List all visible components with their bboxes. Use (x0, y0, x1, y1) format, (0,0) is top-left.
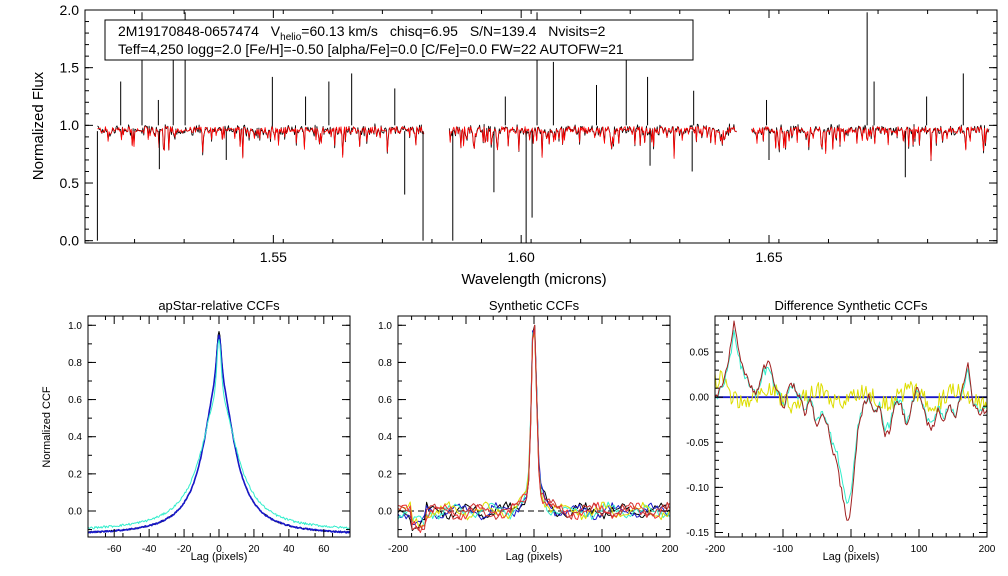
spectrum-frame (84, 9, 998, 244)
ccf3-xlabel: Lag (pixels) (823, 551, 880, 563)
ccf1-xtick-label: -20 (177, 544, 192, 555)
ccf2-ytick-label: 1.0 (378, 321, 392, 332)
ccf1-xtick-label: 20 (248, 544, 260, 555)
spectrum-xtick-label: 1.60 (508, 249, 535, 265)
ccf3-ytick-label: 0.00 (690, 393, 710, 404)
spectrum-model-chip-0 (97, 126, 425, 159)
info-sn: S/N=139.4 (470, 23, 537, 39)
info-box-line-2: Teff=4,250 logg=2.0 [Fe/H]=-0.50 [alpha/… (118, 41, 624, 57)
ccf1-xtick-label: 0 (216, 544, 222, 555)
spectrum-info-box: 2M19170848-0657474 Vhelio=60.13 km/s chi… (104, 19, 694, 61)
ccf3-title: Difference Synthetic CCFs (775, 298, 928, 313)
ccf2-title: Synthetic CCFs (489, 298, 580, 313)
ccf2-ytick-label: 0.8 (378, 358, 392, 369)
ccf1-xtick-label: 60 (318, 544, 330, 555)
ccf1-ticks: -60 -40 -20 0 20 40 60 0.0 0.2 0.4 0.6 0.8 1.0 (68, 316, 351, 555)
ccf2-series (397, 324, 670, 533)
ccf3-ytick-label: -0.10 (686, 483, 709, 494)
ccf2-ytick-label: 0.4 (378, 432, 392, 443)
ccf2-xtick-label: 100 (594, 544, 611, 555)
info-v-prefix: V (271, 23, 281, 39)
ccf2-xtick-label: -100 (456, 544, 476, 555)
ccf3-red-line (714, 320, 988, 521)
ccf2-xtick-label: 0 (531, 544, 537, 555)
ccf2-ytick-label: 0.6 (378, 395, 392, 406)
ccf1-ytick-label: 1.0 (68, 321, 82, 332)
ccf2-line-2 (397, 332, 670, 527)
ccf1-line-0 (87, 331, 351, 534)
spectrum-ytick-label: 2.0 (60, 2, 80, 18)
ccf3-yellow-line (714, 370, 988, 414)
spectrum-ylabel: Normalized Flux (30, 71, 47, 180)
ccf3-ytick-label: -0.05 (686, 438, 709, 449)
spectrum-ytick-label: 0.5 (60, 175, 80, 191)
ccf1-title: apStar-relative CCFs (158, 298, 280, 313)
spectrum-ytick-label: 0.0 (60, 233, 80, 249)
ccf1-xtick-label: 40 (283, 544, 295, 555)
ccf3-xtick-label: 200 (979, 544, 996, 555)
ccf1-xtick-label: -60 (107, 544, 122, 555)
spectrum-xtick-label: 1.55 (260, 249, 287, 265)
ccf3-xtick-label: -200 (705, 544, 725, 555)
spectrum-xlabel: Wavelength (microns) (461, 271, 606, 288)
ccf1-ylabel: Normalized CCF (41, 386, 53, 468)
info-box-frame (104, 19, 694, 61)
ccf3-xtick-label: 100 (911, 544, 928, 555)
ccf2-line-1 (397, 330, 670, 526)
ccf1-series (87, 331, 351, 534)
info-v-value: =60.13 km/s (301, 23, 378, 39)
ccf1-ytick-label: 0.8 (68, 358, 82, 369)
ccf3-ytick-label: -0.15 (686, 528, 709, 539)
spectrum-series (96, 12, 990, 243)
spectrum-model-chip-1 (448, 126, 737, 159)
ccf2-line-4 (397, 328, 670, 533)
ccf3-ticks: -200 -100 0 100 200 -0.15 -0.10 -0.05 0.00 0.05 (686, 315, 996, 555)
info-nvisits: Nvisits=2 (548, 23, 605, 39)
ccf2-xlabel: Lag (pixels) (506, 551, 563, 563)
ccf1-ytick-label: 0.0 (68, 507, 82, 518)
spectrum-ticks: 1.55 1.60 1.65 0.0 0.5 1.0 1.5 2.0 (60, 2, 997, 265)
ccf1-line-2 (87, 339, 351, 530)
ccf1-panel: apStar-relative CCFs -60 -40 -20 0 20 40 60 0.0… (41, 298, 351, 563)
ccf3-cyan-line (714, 329, 988, 504)
ccf2-panel: Synthetic CCFs -200 -100 0 100 200 0.0 0.2 0.4 0… (378, 298, 679, 563)
ccf3-xtick-label: 0 (848, 544, 854, 555)
ccf1-ytick-label: 0.2 (68, 469, 82, 480)
ccf1-xlabel: Lag (pixels) (191, 551, 248, 563)
spectrum-model-chip-2 (751, 126, 990, 161)
ccf3-ytick-label: 0.05 (690, 348, 710, 359)
ccf1-line-1 (87, 334, 351, 534)
spectrum-xtick-label: 1.65 (755, 249, 782, 265)
ccf3-series (714, 320, 988, 521)
ccf3-xtick-label: -100 (773, 544, 793, 555)
ccf2-ticks: -200 -100 0 100 200 0.0 0.2 0.4 0.6 0.8 1.0 (378, 316, 679, 555)
spectrum-observed-chip-0 (97, 123, 425, 158)
ccf2-line-0 (397, 324, 670, 531)
ccf3-panel: Difference Synthetic CCFs -200 -100 0 100 20… (686, 298, 996, 563)
ccf1-ytick-label: 0.6 (68, 395, 82, 406)
ccf2-ytick-label: 0.2 (378, 469, 392, 480)
ccf2-xtick-label: -200 (388, 544, 408, 555)
info-star-id: 2M19170848-0657474 (118, 23, 259, 39)
ccf2-line-5 (397, 324, 670, 531)
ccf1-ytick-label: 0.4 (68, 432, 82, 443)
info-box-line-1: 2M19170848-0657474 Vhelio=60.13 km/s chi… (118, 23, 606, 43)
ccf2-xtick-label: 200 (662, 544, 679, 555)
spectrum-ytick-label: 1.0 (60, 117, 80, 133)
spectrum-ytick-label: 1.5 (60, 60, 80, 76)
info-v-subscript: helio (280, 32, 302, 43)
spectrum-panel: 1.55 1.60 1.65 0.0 0.5 1.0 1.5 2.0 Normalized F… (30, 2, 998, 288)
ccf2-ytick-label: 0.0 (378, 507, 392, 518)
ccf1-frame (87, 315, 351, 538)
ccf1-xtick-label: -40 (142, 544, 157, 555)
ccf2-line-3 (398, 334, 670, 528)
info-chisq: chisq=6.95 (390, 23, 458, 39)
